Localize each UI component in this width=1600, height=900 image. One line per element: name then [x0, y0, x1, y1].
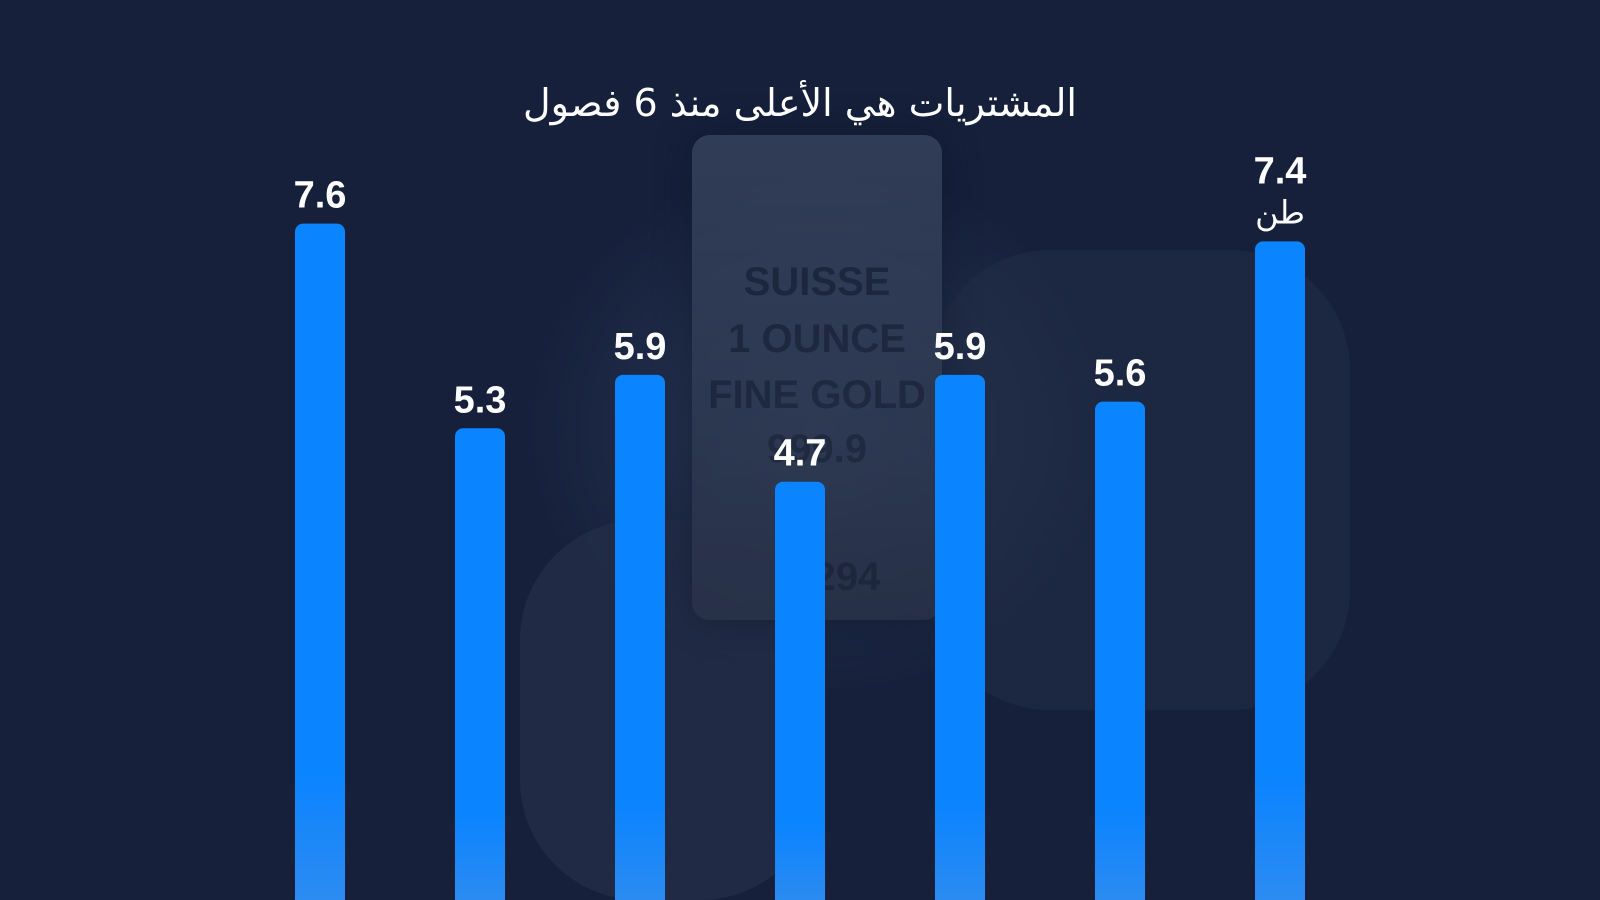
- bar-value-label-6: 5.6: [1094, 353, 1147, 395]
- bar-unit-label: طن: [1255, 193, 1305, 231]
- bar-1: [295, 223, 345, 900]
- gold-bar-text-ounce: 1 OUNCE: [728, 317, 906, 361]
- bar-value-label-3: 5.9: [614, 326, 667, 368]
- bar-6: [1095, 401, 1145, 900]
- bar-value-label-7: 7.4: [1254, 150, 1307, 192]
- bar-value-label-4: 4.7: [774, 433, 827, 475]
- gold-bar-image: SUISSE 1 OUNCE FINE GOLD 999.9 294: [692, 135, 942, 620]
- bar-value-label-5: 5.9: [934, 326, 987, 368]
- bar-5: [935, 374, 985, 900]
- gold-bar-text-fine-gold: FINE GOLD: [708, 373, 926, 417]
- gold-bar-text-purity: 999.9: [766, 427, 868, 471]
- gold-bar-text-suisse: SUISSE: [743, 260, 891, 304]
- bar-value-label-2: 5.3: [454, 379, 507, 421]
- bar-7: [1255, 241, 1305, 900]
- bar-4: [775, 481, 825, 900]
- bar-value-label-1: 7.6: [294, 175, 347, 217]
- bar-3: [615, 374, 665, 900]
- chart-subtitle: المشتريات هي الأعلى منذ 6 فصول: [523, 81, 1077, 125]
- bar-2: [455, 428, 505, 900]
